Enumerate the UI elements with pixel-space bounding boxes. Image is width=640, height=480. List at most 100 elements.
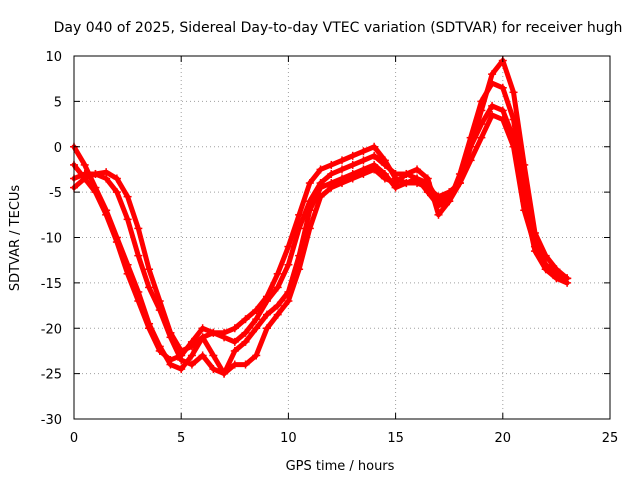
data-point (530, 242, 539, 251)
data-point (552, 269, 561, 278)
data-point (370, 142, 379, 151)
y-tick-label: 5 (54, 95, 62, 110)
x-tick-label: 15 (387, 431, 404, 446)
data-point (209, 351, 218, 360)
data-point (112, 174, 121, 183)
x-axis-label: GPS time / hours (286, 459, 395, 474)
data-point (380, 174, 389, 183)
data-point (498, 115, 507, 124)
data-point (273, 269, 282, 278)
data-point (327, 160, 336, 169)
data-point (262, 310, 271, 319)
y-tick-label: -20 (41, 322, 62, 337)
data-point (370, 151, 379, 160)
data-point (177, 365, 186, 374)
data-point (241, 328, 250, 337)
data-point (509, 142, 518, 151)
data-point (145, 324, 154, 333)
data-point (166, 356, 175, 365)
data-point (284, 260, 293, 269)
data-point (187, 351, 196, 360)
data-point (305, 179, 314, 188)
data-point (134, 224, 143, 233)
data-point (155, 297, 164, 306)
data-point (423, 179, 432, 188)
data-point (445, 197, 454, 206)
data-point (252, 351, 261, 360)
data-point (348, 174, 357, 183)
data-point (477, 120, 486, 129)
data-point (391, 169, 400, 178)
x-tick-label: 25 (602, 431, 619, 446)
y-tick-label: -5 (49, 186, 62, 201)
data-point (295, 224, 304, 233)
data-point (327, 183, 336, 192)
data-point (359, 147, 368, 156)
data-point (295, 265, 304, 274)
data-point (209, 328, 218, 337)
data-point (359, 169, 368, 178)
data-point (455, 179, 464, 188)
data-point (262, 324, 271, 333)
data-point (134, 297, 143, 306)
data-point (434, 210, 443, 219)
data-point (498, 83, 507, 92)
ticks-group: 0 5 10 15 20 25 10 5 0 -5 -10 -15 -20 -25 -30 (41, 50, 619, 446)
data-point (498, 106, 507, 115)
data-point (520, 206, 529, 215)
data-point (541, 260, 550, 269)
data-point (91, 188, 100, 197)
x-tick-label: 10 (280, 431, 297, 446)
data-point (230, 346, 239, 355)
data-point (466, 156, 475, 165)
y-tick-label: -30 (41, 413, 62, 428)
data-point (466, 142, 475, 151)
y-tick-label: -25 (41, 368, 62, 383)
data-point (488, 101, 497, 110)
data-point (563, 274, 572, 283)
data-point (177, 356, 186, 365)
data-point (198, 324, 207, 333)
data-point (284, 297, 293, 306)
data-point (177, 346, 186, 355)
data-point (123, 215, 132, 224)
data-point (241, 337, 250, 346)
data-point (220, 369, 229, 378)
data-point (327, 169, 336, 178)
data-point (123, 192, 132, 201)
data-point (488, 70, 497, 79)
data-point (273, 301, 282, 310)
data-point (112, 238, 121, 247)
y-tick-label: 0 (54, 141, 62, 156)
data-point (102, 210, 111, 219)
data-point (252, 315, 261, 324)
y-axis-label: SDTVAR / TECUs (8, 185, 23, 292)
data-point (391, 179, 400, 188)
data-point (155, 346, 164, 355)
data-point (230, 324, 239, 333)
data-point (338, 156, 346, 165)
data-point (509, 115, 518, 124)
data-point (112, 188, 121, 197)
data-point (198, 351, 207, 360)
y-tick-label: -10 (41, 232, 62, 247)
series-track-3 (70, 101, 572, 378)
data-point (230, 360, 239, 369)
data-point (241, 315, 250, 324)
data-point (338, 179, 346, 188)
data-point (402, 179, 411, 188)
data-point (348, 160, 357, 169)
data-point (145, 283, 154, 292)
data-point (380, 160, 389, 169)
x-tick-label: 5 (177, 431, 185, 446)
data-point (166, 328, 175, 337)
y-tick-label: -15 (41, 277, 62, 292)
data-point (80, 174, 89, 183)
data-point (413, 165, 422, 174)
data-point (145, 265, 154, 274)
data-point (102, 168, 111, 177)
data-point (348, 151, 357, 160)
data-point (488, 79, 497, 88)
data-point (509, 88, 518, 97)
